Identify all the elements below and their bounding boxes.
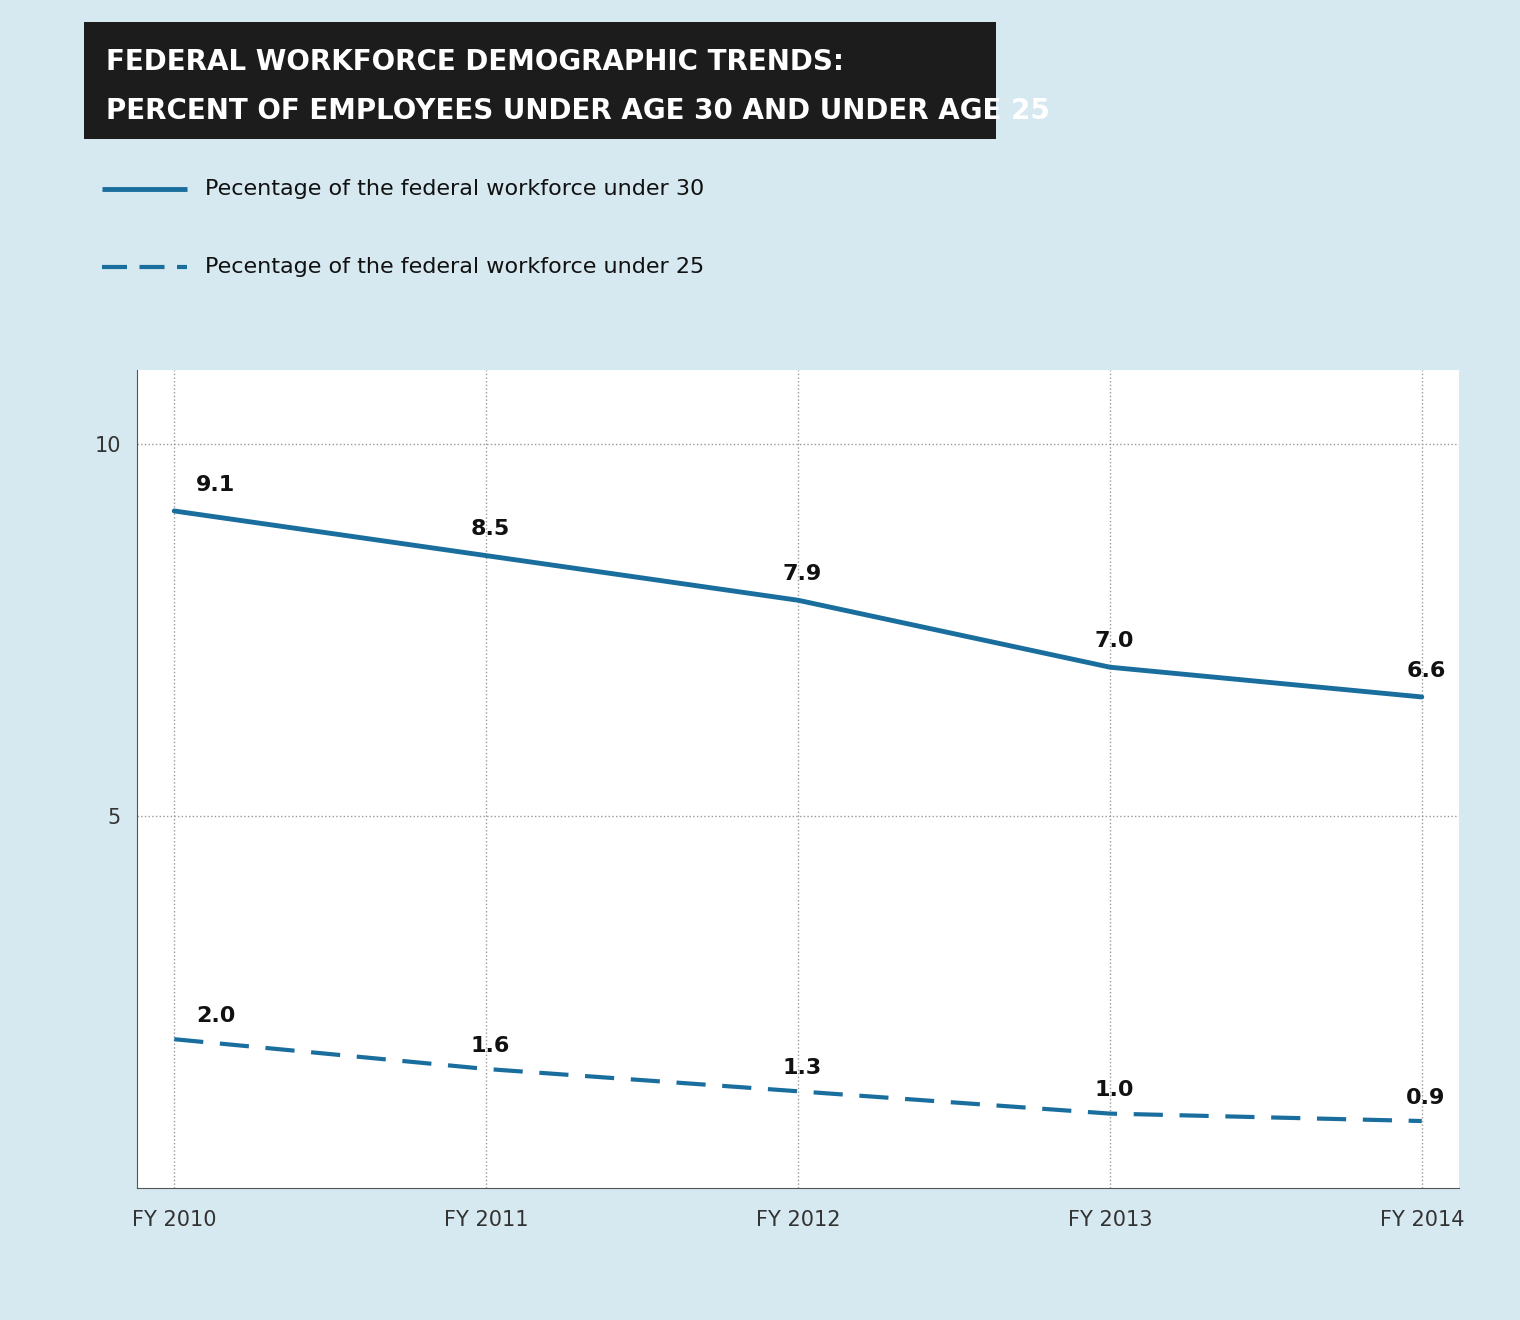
Text: Pecentage of the federal workforce under 30: Pecentage of the federal workforce under… [205, 180, 704, 199]
Text: 7.9: 7.9 [783, 564, 822, 583]
Text: 6.6: 6.6 [1406, 660, 1446, 681]
Text: 2.0: 2.0 [196, 1006, 236, 1026]
Text: 1.3: 1.3 [783, 1057, 822, 1078]
Text: 7.0: 7.0 [1094, 631, 1134, 651]
Text: Pecentage of the federal workforce under 25: Pecentage of the federal workforce under… [205, 256, 704, 276]
Text: 9.1: 9.1 [196, 475, 236, 495]
Text: 8.5: 8.5 [471, 519, 509, 540]
Text: 1.6: 1.6 [471, 1036, 509, 1056]
Text: FEDERAL WORKFORCE DEMOGRAPHIC TRENDS:: FEDERAL WORKFORCE DEMOGRAPHIC TRENDS: [106, 48, 845, 77]
Text: 0.9: 0.9 [1406, 1088, 1446, 1107]
Text: 1.0: 1.0 [1094, 1080, 1134, 1100]
Text: PERCENT OF EMPLOYEES UNDER AGE 30 AND UNDER AGE 25: PERCENT OF EMPLOYEES UNDER AGE 30 AND UN… [106, 96, 1050, 125]
